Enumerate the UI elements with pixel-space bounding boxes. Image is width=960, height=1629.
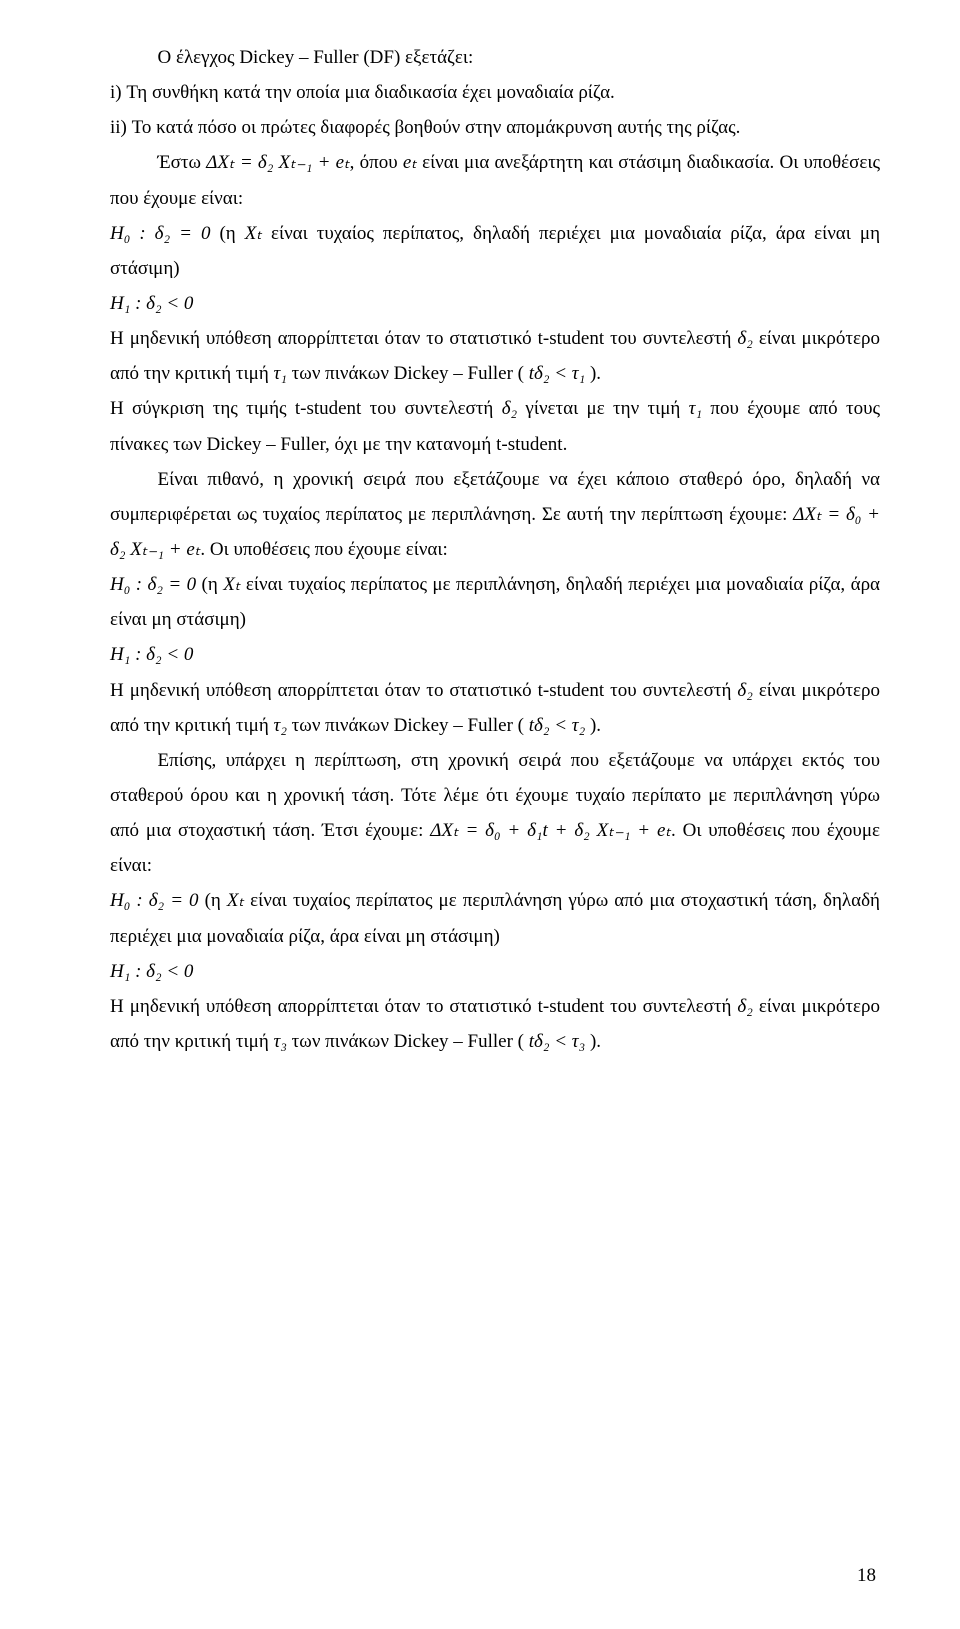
text: (η — [196, 574, 223, 595]
para-h0-3: H₀ : δ₂ = 0 (η Xₜ είναι τυχαίος περίπατο… — [110, 883, 880, 953]
eq-delta2: δ₂ — [502, 398, 517, 419]
para-h0-1: H₀ : δ₂ = 0 (η Xₜ είναι τυχαίος περίπατο… — [110, 216, 880, 286]
text: Έστω — [158, 152, 207, 173]
para-h1-3: H₁ : δ₂ < 0 — [110, 954, 880, 989]
text: ). — [585, 715, 601, 736]
eq-tau1: τ₁ — [274, 363, 287, 384]
para-h0-2: H₀ : δ₂ = 0 (η Xₜ είναι τυχαίος περίπατο… — [110, 567, 880, 637]
eq-cond-3: tδ₂ < τ₃ — [529, 1031, 585, 1052]
para-reject-1: Η μηδενική υπόθεση απορρίπτεται όταν το … — [110, 321, 880, 391]
eq-et: eₜ — [403, 152, 417, 173]
para-h1-1: H₁ : δ₂ < 0 — [110, 286, 880, 321]
text: (η — [199, 890, 227, 911]
para-case-ii: ii) Το κατά πόσο οι πρώτες διαφορές βοηθ… — [110, 110, 880, 145]
text: . Οι υποθέσεις που έχουμε είναι: — [200, 539, 447, 560]
text: ). — [585, 363, 601, 384]
eq-h0-1: H₀ : δ₂ = 0 — [110, 223, 210, 244]
eq-delta2: δ₂ — [737, 996, 752, 1017]
eq-cond-1: tδ₂ < τ₁ — [529, 363, 585, 384]
eq-delta2: δ₂ — [737, 328, 752, 349]
para-compare-1: Η σύγκριση της τιμής t-student του συντε… — [110, 391, 880, 461]
page-container: Ο έλεγχος Dickey – Fuller (DF) εξετάζει:… — [0, 0, 960, 1629]
eq-delta2: δ₂ — [737, 680, 752, 701]
text: Η σύγκριση της τιμής t-student του συντε… — [110, 398, 502, 419]
eq-tau3: τ₃ — [274, 1031, 287, 1052]
text: των πινάκων Dickey – Fuller ( — [287, 363, 529, 384]
para-reject-3: Η μηδενική υπόθεση απορρίπτεται όταν το … — [110, 989, 880, 1059]
para-h1-2: H₁ : δ₂ < 0 — [110, 637, 880, 672]
eq-h1-3: H₁ : δ₂ < 0 — [110, 961, 193, 982]
eq-tau2: τ₂ — [274, 715, 287, 736]
eq-h0-3: H₀ : δ₂ = 0 — [110, 890, 199, 911]
text: Η μηδενική υπόθεση απορρίπτεται όταν το … — [110, 328, 737, 349]
para-case-i: i) Τη συνθήκη κατά την οποία μια διαδικα… — [110, 75, 880, 110]
eq-h1-2: H₁ : δ₂ < 0 — [110, 644, 193, 665]
eq-model-3: ΔXₜ = δ₀ + δ₁t + δ₂ Xₜ₋₁ + eₜ — [430, 820, 671, 841]
eq-tau1: τ₁ — [689, 398, 702, 419]
para-model-2: Είναι πιθανό, η χρονική σειρά που εξετάζ… — [110, 462, 880, 567]
text: ). — [585, 1031, 601, 1052]
para-model-3: Επίσης, υπάρχει η περίπτωση, στη χρονική… — [110, 743, 880, 884]
eq-h1-1: H₁ : δ₂ < 0 — [110, 293, 193, 314]
para-model-1: Έστω ΔXₜ = δ₂ Xₜ₋₁ + eₜ, όπου eₜ είναι μ… — [110, 145, 880, 215]
text: των πινάκων Dickey – Fuller ( — [287, 715, 529, 736]
para-df-intro: Ο έλεγχος Dickey – Fuller (DF) εξετάζει: — [110, 40, 880, 75]
para-reject-2: Η μηδενική υπόθεση απορρίπτεται όταν το … — [110, 673, 880, 743]
text: , όπου — [350, 152, 403, 173]
text: γίνεται με την τιμή — [517, 398, 689, 419]
eq-xt: Xₜ — [227, 890, 244, 911]
eq-xt: Xₜ — [223, 574, 240, 595]
eq-xt: Xₜ — [245, 223, 262, 244]
text: Η μηδενική υπόθεση απορρίπτεται όταν το … — [110, 680, 737, 701]
eq-model-1: ΔXₜ = δ₂ Xₜ₋₁ + eₜ — [206, 152, 349, 173]
text: Η μηδενική υπόθεση απορρίπτεται όταν το … — [110, 996, 737, 1017]
text: (η — [210, 223, 244, 244]
eq-h0-2: H₀ : δ₂ = 0 — [110, 574, 196, 595]
eq-cond-2: tδ₂ < τ₂ — [529, 715, 585, 736]
page-number: 18 — [857, 1558, 876, 1593]
text: των πινάκων Dickey – Fuller ( — [287, 1031, 529, 1052]
text: Είναι πιθανό, η χρονική σειρά που εξετάζ… — [110, 469, 880, 525]
